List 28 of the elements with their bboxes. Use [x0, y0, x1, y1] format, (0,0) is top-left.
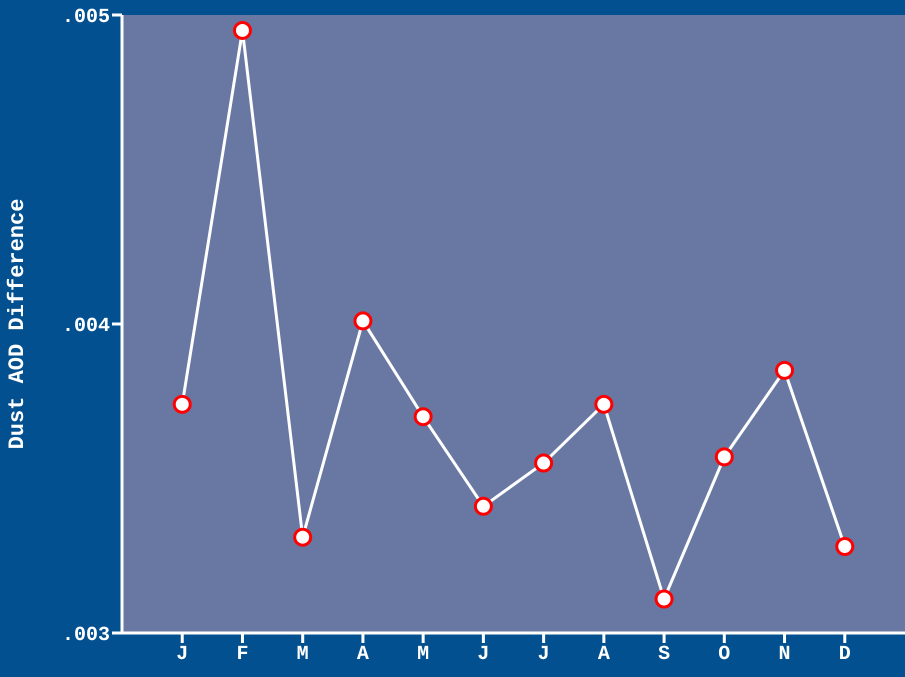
- y-tick-label: .004: [62, 315, 110, 338]
- point: [835, 536, 854, 556]
- point: [293, 528, 312, 547]
- point: [353, 311, 372, 330]
- x-tick-label: F: [236, 643, 248, 666]
- x-tick-label: J: [477, 643, 490, 666]
- x-tick-label: M: [417, 643, 430, 666]
- x-tick-label: A: [598, 643, 610, 666]
- point: [775, 360, 794, 380]
- point: [714, 447, 734, 466]
- point: [414, 407, 433, 426]
- x-tick-label: M: [296, 643, 309, 666]
- x-tick-label: J: [538, 643, 550, 666]
- point: [654, 590, 674, 609]
- x-tick-label: S: [658, 643, 670, 666]
- y-axis-title: Dust AOD Difference: [4, 198, 30, 450]
- x-tick-label: O: [718, 643, 730, 666]
- point: [172, 394, 192, 414]
- x-tick-label: J: [176, 643, 188, 666]
- y-tick-label: .005: [62, 6, 110, 30]
- point: [534, 454, 554, 473]
- point: [474, 496, 493, 516]
- point: [594, 394, 614, 414]
- x-tick-label: A: [356, 643, 369, 666]
- point: [232, 20, 252, 40]
- x-tick-label: N: [778, 643, 791, 666]
- x-tick-label: D: [838, 643, 851, 666]
- y-tick-label: .003: [62, 624, 110, 648]
